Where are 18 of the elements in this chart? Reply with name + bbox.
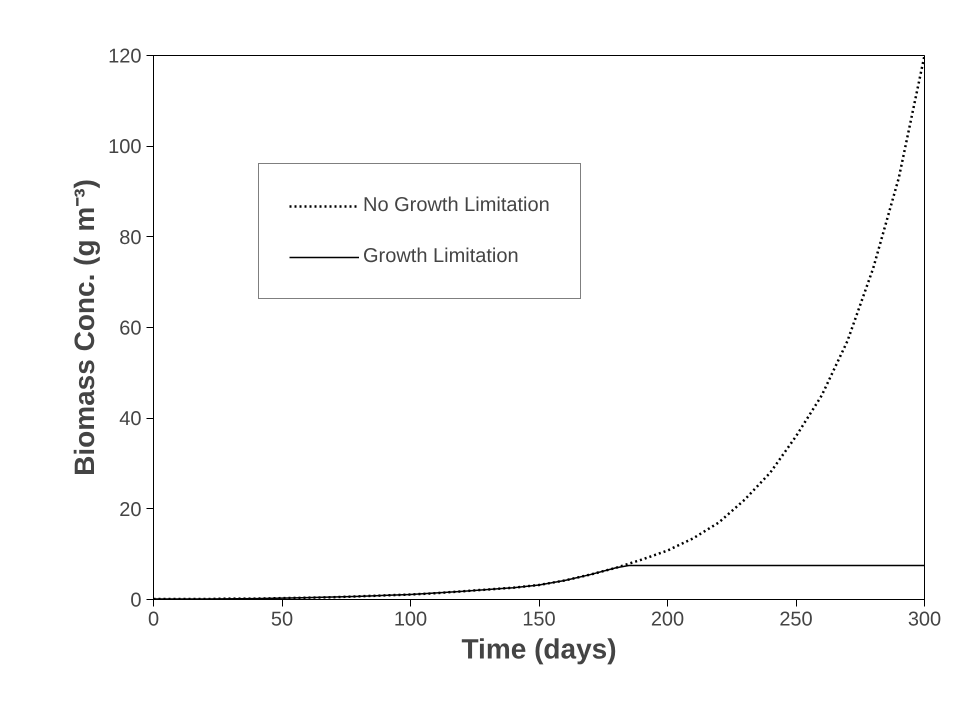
legend-label: Growth Limitation	[363, 245, 519, 268]
x-tick-label: 200	[650, 608, 684, 630]
x-tick-label: 150	[522, 608, 556, 630]
y-tick-label: 100	[108, 136, 142, 158]
x-tick-label: 0	[148, 608, 160, 630]
y-tick-label: 0	[130, 590, 142, 612]
x-tick-label: 50	[270, 608, 294, 630]
y-axis-title: Biomass Conc. (g m⁻³)	[69, 179, 100, 476]
x-tick-label: 100	[394, 608, 428, 630]
y-tick-label: 80	[119, 226, 142, 249]
x-tick-label: 250	[779, 608, 813, 630]
y-tick-label: 60	[119, 318, 142, 340]
y-tick-label: 40	[119, 408, 142, 430]
legend-label: No Growth Limitation	[363, 194, 550, 217]
y-tick-label: 120	[108, 46, 142, 68]
x-axis-title: Time (days)	[461, 634, 617, 664]
y-tick-label: 20	[119, 498, 142, 521]
x-tick-label: 300	[908, 608, 942, 630]
